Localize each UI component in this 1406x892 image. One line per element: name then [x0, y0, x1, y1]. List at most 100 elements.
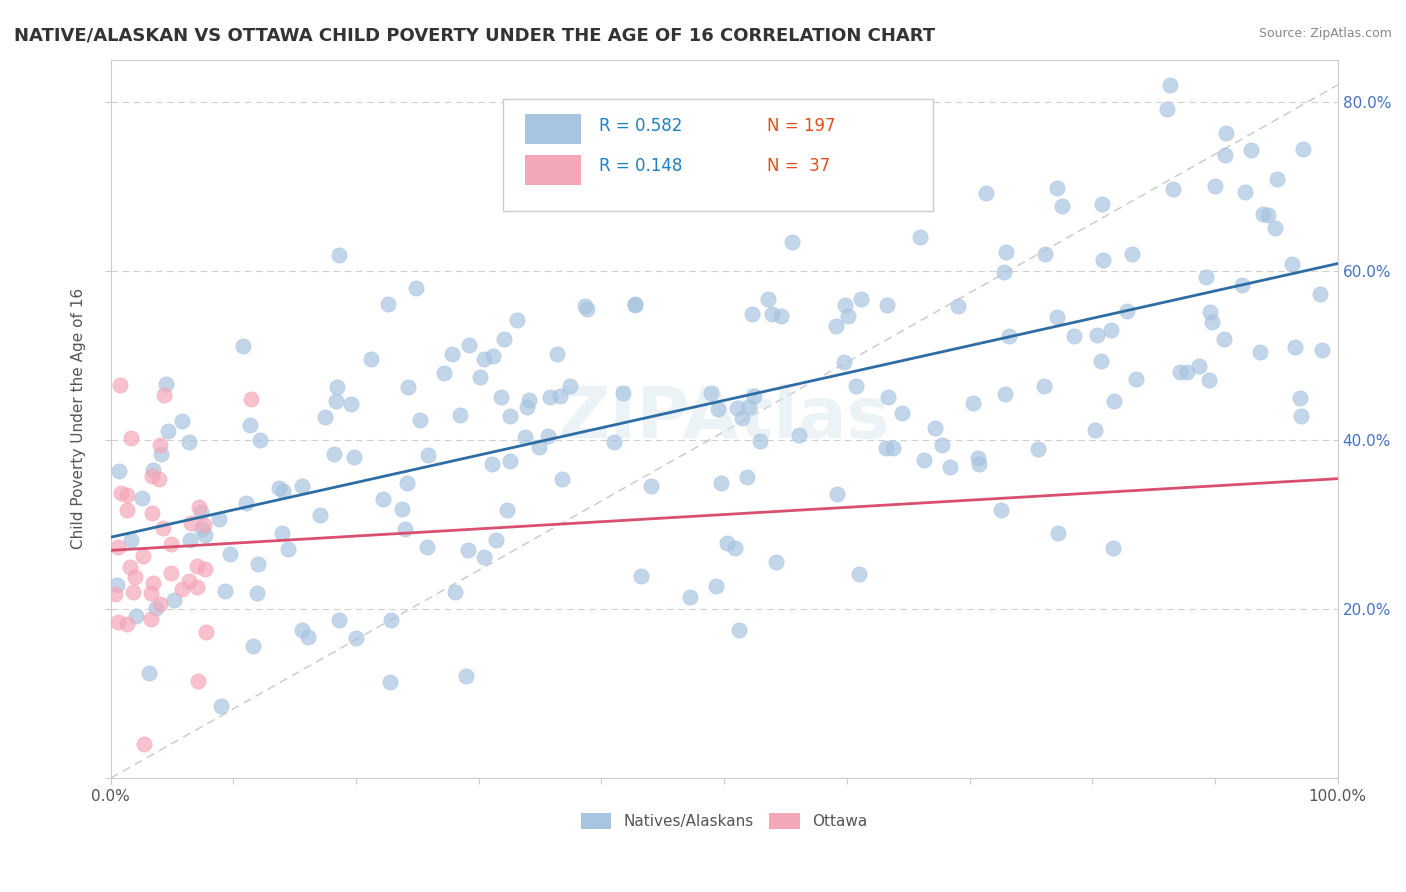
Point: [770, 309, 793, 323]
Point: [246, 557, 269, 571]
Point: [179, 533, 201, 548]
Point: [125, 609, 148, 624]
Point: [505, 312, 527, 326]
Point: [1213, 147, 1236, 161]
Point: [195, 625, 218, 640]
Point: [269, 481, 291, 495]
Point: [787, 428, 810, 442]
Point: [141, 469, 163, 483]
Point: [1046, 181, 1069, 195]
Point: [710, 476, 733, 491]
Point: [560, 378, 582, 392]
Point: [612, 386, 634, 401]
Point: [110, 486, 132, 500]
Point: [152, 388, 174, 402]
Point: [344, 632, 367, 646]
Point: [120, 559, 142, 574]
Point: [170, 414, 193, 428]
Point: [187, 500, 209, 514]
FancyBboxPatch shape: [526, 155, 581, 186]
Point: [308, 508, 330, 522]
Y-axis label: Child Poverty Under the Age of 16: Child Poverty Under the Age of 16: [72, 288, 86, 549]
Point: [679, 590, 702, 604]
Point: [659, 140, 682, 154]
Point: [115, 503, 138, 517]
Point: [396, 380, 419, 394]
Point: [891, 406, 914, 420]
Point: [145, 600, 167, 615]
Point: [1090, 354, 1112, 368]
Point: [744, 389, 766, 403]
Point: [152, 521, 174, 535]
Point: [1102, 541, 1125, 555]
Point: [851, 292, 873, 306]
Point: [482, 349, 505, 363]
Point: [405, 281, 427, 295]
Point: [761, 307, 783, 321]
Text: N =  37: N = 37: [768, 157, 831, 175]
Point: [190, 505, 212, 519]
Point: [326, 380, 349, 394]
Point: [186, 559, 208, 574]
Point: [603, 435, 626, 450]
Point: [499, 454, 522, 468]
Point: [1050, 199, 1073, 213]
Point: [1289, 409, 1312, 423]
Point: [107, 540, 129, 554]
Point: [124, 569, 146, 583]
Text: N = 197: N = 197: [768, 117, 835, 135]
Point: [105, 578, 128, 592]
Point: [172, 582, 194, 597]
Point: [155, 377, 177, 392]
Text: R = 0.582: R = 0.582: [599, 117, 682, 135]
Point: [468, 370, 491, 384]
Point: [380, 613, 402, 627]
Point: [163, 592, 186, 607]
Point: [706, 578, 728, 592]
Point: [149, 447, 172, 461]
Point: [214, 583, 236, 598]
Point: [735, 470, 758, 484]
Point: [1292, 142, 1315, 156]
Point: [513, 430, 536, 444]
Point: [517, 393, 540, 408]
Point: [1198, 373, 1220, 387]
FancyBboxPatch shape: [503, 99, 932, 211]
Point: [1199, 304, 1222, 318]
Point: [516, 401, 538, 415]
Point: [246, 586, 269, 600]
Point: [538, 390, 561, 404]
Point: [832, 354, 855, 368]
Point: [394, 522, 416, 536]
Point: [527, 440, 550, 454]
Text: NATIVE/ALASKAN VS OTTAWA CHILD POVERTY UNDER THE AGE OF 16 CORRELATION CHART: NATIVE/ALASKAN VS OTTAWA CHILD POVERTY U…: [14, 27, 935, 45]
Point: [1249, 345, 1271, 359]
Point: [1195, 269, 1218, 284]
Point: [546, 347, 568, 361]
Point: [1234, 185, 1257, 199]
Point: [700, 386, 723, 401]
Point: [194, 528, 217, 542]
Point: [1033, 379, 1056, 393]
Point: [1230, 277, 1253, 292]
Point: [1215, 126, 1237, 140]
Point: [148, 472, 170, 486]
Point: [142, 463, 165, 477]
Point: [1099, 323, 1122, 337]
Point: [209, 698, 232, 713]
Point: [1047, 526, 1070, 541]
Point: [723, 541, 745, 555]
Point: [1159, 78, 1181, 92]
Point: [108, 464, 131, 478]
Point: [624, 298, 647, 312]
Point: [1281, 257, 1303, 271]
Point: [1045, 310, 1067, 324]
Point: [191, 522, 214, 536]
Point: [186, 580, 208, 594]
Point: [1265, 171, 1288, 186]
Point: [623, 297, 645, 311]
Point: [1104, 393, 1126, 408]
Point: [325, 393, 347, 408]
Point: [110, 378, 132, 392]
Point: [924, 421, 946, 435]
